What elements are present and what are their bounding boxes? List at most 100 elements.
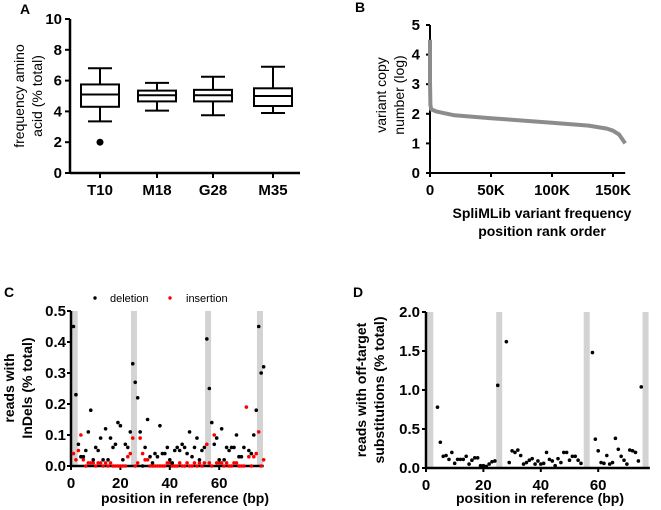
substitution-point [452, 461, 457, 466]
substitution-point [438, 440, 443, 445]
panel-b-line-chart: 0 1 2 3 4 5 0 50K 100K 150K [412, 17, 631, 199]
x-tick-label: 20 [112, 475, 129, 492]
insertion-point [170, 464, 175, 468]
substitution-point [490, 459, 494, 464]
deletion-point [180, 442, 184, 447]
deletion-point [222, 458, 226, 462]
y-tick-label: 0.1 [45, 427, 66, 444]
deletion-point [170, 461, 175, 465]
x-tick-label: T10 [87, 182, 113, 199]
deletion-point [165, 445, 170, 450]
panel-a-boxplot: 0 2 4 6 8 10 T10 M18 G28 M35 [45, 11, 300, 199]
legend-label-insertion: insertion [186, 293, 228, 305]
x-tick-label: 0 [422, 477, 430, 494]
insertion-point [128, 451, 133, 456]
insertion-point [81, 458, 86, 462]
deletion-point [143, 445, 147, 450]
insertion-point [172, 464, 177, 468]
substitution-point [561, 450, 566, 455]
substitution-point [627, 448, 632, 452]
substitution-point [607, 462, 612, 466]
x-tick-label: 0 [426, 182, 434, 199]
panel-a-ylabel: frequency amino acid (% total) [11, 44, 45, 148]
insertion-point [237, 464, 241, 468]
substitution-point [559, 460, 563, 465]
deletion-point [133, 380, 138, 385]
deletion-point [242, 445, 246, 450]
x-tick-label: 100K [534, 182, 570, 199]
insertion-point [209, 464, 214, 468]
insertion-point [182, 464, 187, 468]
y-tick-label: 0 [54, 165, 62, 182]
insertion-point [153, 464, 157, 468]
deletion-point [84, 448, 88, 453]
substitution-point [464, 454, 468, 459]
insertion-point [86, 461, 91, 465]
ylabel-line1: reads with off-target [353, 322, 369, 457]
substitution-point [450, 450, 454, 455]
deletion-point [227, 448, 231, 453]
insertion-point [148, 464, 152, 468]
legend-marker-deletion [93, 296, 97, 300]
ylabel-line1: variant copy [373, 57, 389, 132]
substitution-point [570, 454, 575, 459]
y-tick-label: 0.2 [45, 396, 66, 413]
deletion-point [190, 454, 194, 459]
insertion-point [93, 464, 98, 468]
deletion-point [113, 442, 118, 447]
deletion-point [251, 433, 256, 437]
x-tick-label: 40 [161, 475, 178, 492]
substitution-point [444, 453, 448, 458]
deletion-point [111, 445, 115, 450]
substitution-point [447, 457, 451, 462]
substitution-point [481, 463, 486, 468]
deletion-point [200, 448, 204, 453]
insertion-point [185, 461, 189, 465]
deletion-point [219, 427, 224, 431]
substitution-point [524, 460, 529, 465]
deletion-point [148, 454, 152, 459]
insertion-point [256, 430, 261, 434]
substitution-point [613, 436, 618, 441]
insertion-point [116, 464, 120, 468]
deletion-point [209, 420, 214, 425]
insertion-point [118, 464, 123, 468]
insertion-point [200, 464, 204, 468]
legend-marker-insertion [168, 296, 172, 300]
insertion-point [126, 454, 130, 459]
substitution-point [507, 460, 512, 465]
substitution-point [470, 458, 474, 463]
substitution-point [596, 449, 600, 453]
ylabel-line2: number (log) [391, 55, 407, 134]
deletion-point [101, 458, 105, 462]
target-site-band [427, 312, 434, 468]
deletion-point [91, 458, 96, 462]
insertion-point [145, 458, 150, 462]
deletion-point [74, 392, 78, 397]
deletion-point [249, 451, 254, 456]
insertion-point [229, 464, 234, 468]
panel-c-xlabel: position in reference (bp) [101, 490, 269, 506]
y-tick-label: 0.0 [399, 460, 420, 477]
insertion-point [217, 461, 221, 465]
insertion-point [138, 436, 142, 440]
insertion-point [195, 464, 199, 468]
panel-label-c: C [4, 284, 14, 300]
insertion-point [158, 464, 162, 468]
rank-frequency-curve [428, 39, 627, 145]
substitution-point [487, 462, 491, 466]
insertion-point [98, 461, 103, 465]
deletion-point [224, 445, 229, 450]
deletion-point [172, 448, 177, 453]
substitution-point [495, 383, 500, 388]
deletion-point [140, 464, 145, 468]
insertion-point [247, 454, 251, 459]
x-tick-label: M35 [258, 182, 287, 199]
insertion-point [227, 464, 231, 468]
substitution-point [599, 460, 603, 465]
substitution-point [593, 437, 598, 441]
substitution-point [472, 456, 477, 460]
deletion-point [158, 423, 162, 428]
deletion-point [150, 461, 155, 465]
deletion-point [81, 454, 86, 459]
